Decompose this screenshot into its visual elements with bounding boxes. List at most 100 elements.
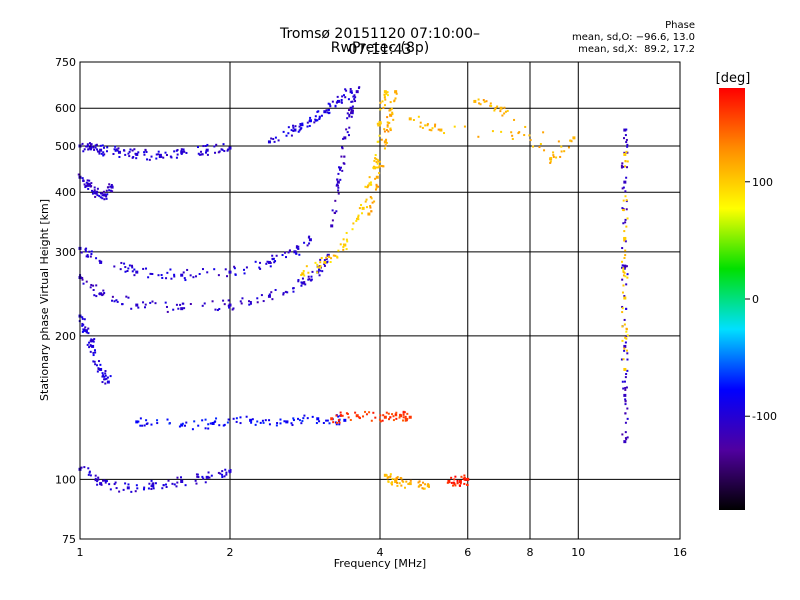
data-point-echo bbox=[563, 150, 566, 153]
data-point-echo bbox=[381, 165, 384, 168]
data-point-echo bbox=[478, 102, 481, 105]
data-point-echo bbox=[282, 130, 285, 133]
data-point-echo bbox=[96, 483, 99, 486]
data-point bbox=[99, 292, 103, 296]
data-point-echo bbox=[510, 131, 513, 134]
data-point-echo bbox=[285, 256, 288, 259]
data-point-echo bbox=[91, 145, 94, 148]
data-point-echo bbox=[329, 261, 332, 264]
data-point-echo bbox=[292, 419, 295, 422]
x-axis-label: Frequency [MHz] bbox=[334, 557, 426, 570]
data-point-echo bbox=[309, 116, 312, 119]
data-point-echo bbox=[538, 146, 541, 149]
data-point-echo bbox=[183, 307, 186, 310]
data-point-echo bbox=[93, 338, 96, 341]
data-point-echo bbox=[108, 183, 111, 186]
data-point-echo bbox=[456, 479, 459, 482]
data-point-echo bbox=[421, 126, 424, 129]
data-point bbox=[458, 479, 462, 483]
data-point-echo bbox=[248, 300, 251, 303]
data-point-echo bbox=[189, 274, 192, 277]
data-point-echo bbox=[390, 482, 393, 485]
colorbar-tick-label: 0 bbox=[752, 293, 759, 306]
data-point-echo bbox=[513, 118, 516, 121]
data-point-echo bbox=[207, 427, 210, 430]
data-point-echo bbox=[622, 358, 625, 361]
data-point-echo bbox=[625, 128, 628, 131]
data-point-echo bbox=[354, 100, 357, 103]
data-point-echo bbox=[377, 124, 380, 127]
data-point-echo bbox=[401, 479, 404, 482]
data-point-echo bbox=[85, 181, 88, 184]
data-point-echo bbox=[625, 283, 628, 286]
data-point bbox=[267, 294, 271, 298]
data-point-echo bbox=[365, 198, 368, 201]
data-point-echo bbox=[143, 424, 146, 427]
data-point-echo bbox=[450, 481, 453, 484]
data-point-echo bbox=[115, 487, 118, 490]
data-point-echo bbox=[327, 108, 330, 111]
y-tick-labels: 75 100 200 300 400 500 600 750 bbox=[55, 56, 76, 546]
data-point-echo bbox=[94, 146, 97, 149]
data-point-echo bbox=[311, 270, 314, 273]
data-point-echo bbox=[209, 422, 212, 425]
data-point-echo bbox=[199, 153, 202, 156]
data-point-echo bbox=[325, 256, 328, 259]
data-point-echo bbox=[94, 195, 97, 198]
data-point-echo bbox=[100, 152, 103, 155]
data-point-echo bbox=[166, 271, 169, 274]
data-point-echo bbox=[378, 134, 381, 137]
data-point-echo bbox=[345, 248, 348, 251]
data-point-echo bbox=[399, 476, 402, 479]
data-point bbox=[99, 148, 103, 152]
data-point-echo bbox=[290, 129, 293, 132]
data-point-echo bbox=[624, 190, 627, 193]
data-point-echo bbox=[222, 143, 225, 146]
data-point-echo bbox=[334, 254, 337, 257]
data-point-echo bbox=[389, 101, 392, 104]
data-point-echo bbox=[143, 153, 146, 156]
data-point-echo bbox=[626, 143, 629, 146]
data-point-echo bbox=[349, 418, 352, 421]
data-point-echo bbox=[106, 146, 109, 149]
data-point-echo bbox=[249, 302, 252, 305]
data-point-echo bbox=[409, 479, 412, 482]
data-point-echo bbox=[141, 424, 144, 427]
data-point-echo bbox=[623, 239, 626, 242]
data-point-echo bbox=[317, 110, 320, 113]
data-point-echo bbox=[258, 266, 261, 269]
data-point-echo bbox=[316, 271, 319, 274]
data-point bbox=[89, 146, 93, 150]
data-point-echo bbox=[626, 358, 629, 361]
data-point-echo bbox=[118, 155, 121, 158]
data-point-echo bbox=[182, 148, 185, 151]
data-point bbox=[308, 238, 312, 242]
data-point-echo bbox=[626, 436, 629, 439]
data-point bbox=[117, 150, 121, 154]
data-point-echo bbox=[404, 419, 407, 422]
data-point-echo bbox=[417, 481, 420, 484]
data-point-echo bbox=[383, 96, 386, 99]
data-point-echo bbox=[624, 400, 627, 403]
data-point-echo bbox=[83, 466, 86, 469]
data-point-echo bbox=[292, 287, 295, 290]
data-point-echo bbox=[93, 189, 96, 192]
data-point-echo bbox=[316, 119, 319, 122]
data-point-echo bbox=[91, 192, 94, 195]
data-point-echo bbox=[389, 473, 392, 476]
data-point-echo bbox=[96, 150, 99, 153]
data-point-echo bbox=[351, 110, 354, 113]
data-point-echo bbox=[339, 166, 342, 169]
data-point-echo bbox=[335, 421, 338, 424]
data-point-echo bbox=[496, 105, 499, 108]
data-point-echo bbox=[529, 139, 532, 142]
data-point-echo bbox=[145, 419, 148, 422]
data-point-echo bbox=[384, 98, 387, 101]
plot-frame bbox=[79, 61, 681, 540]
data-point-echo bbox=[306, 244, 309, 247]
data-point-echo bbox=[287, 251, 290, 254]
data-point-echo bbox=[191, 428, 194, 431]
data-point-echo bbox=[86, 179, 89, 182]
data-point-echo bbox=[129, 148, 132, 151]
data-point-echo bbox=[620, 358, 623, 361]
